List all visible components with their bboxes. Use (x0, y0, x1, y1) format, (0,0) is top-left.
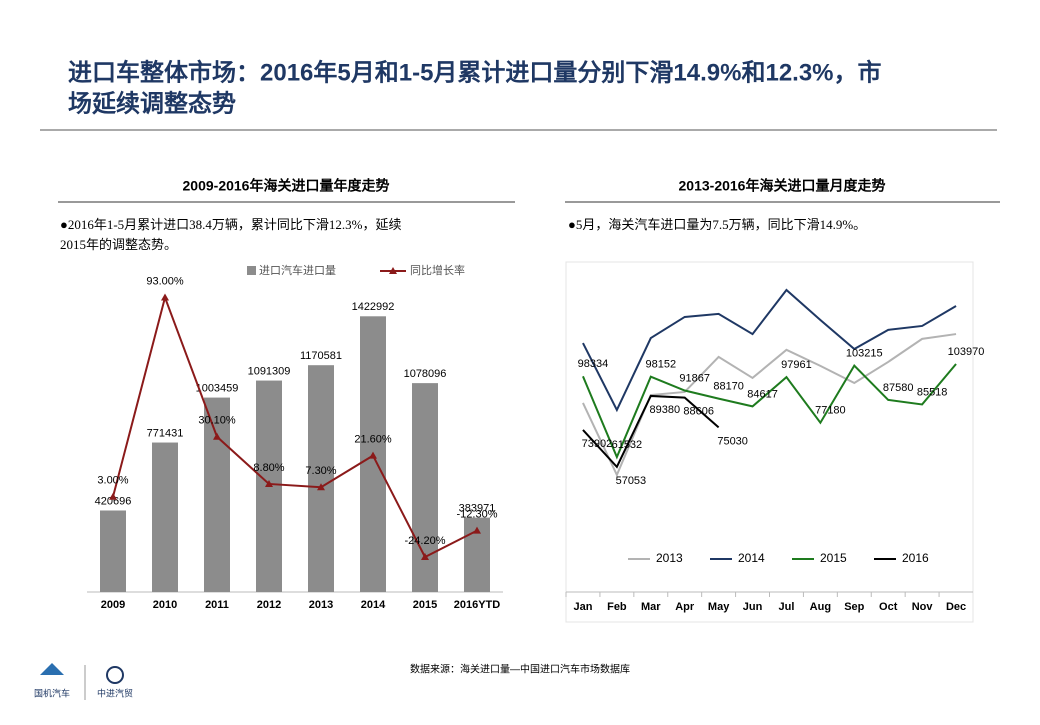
data-label: 1078096 (404, 368, 447, 380)
line-marker (109, 492, 117, 500)
data-label: 77180 (815, 405, 846, 417)
x-tick-label: May (708, 601, 730, 613)
bar (412, 383, 438, 592)
x-tick-label: Aug (810, 601, 831, 613)
data-label: 88606 (683, 406, 714, 418)
data-label: 8.80% (253, 462, 284, 474)
x-tick-label: Jul (779, 601, 795, 613)
chart-frame (565, 261, 974, 623)
data-label: 383971 (459, 503, 496, 515)
logo-icon (106, 666, 124, 684)
bar (308, 365, 334, 592)
data-label: 73902 (582, 438, 613, 450)
legend-label: 同比增长率 (410, 263, 465, 277)
panel-title: 2009-2016年海关进口量年度走势 (183, 178, 390, 194)
logo: 国机汽车 (34, 687, 70, 698)
data-label: 97961 (781, 359, 812, 371)
data-label: 420696 (95, 495, 132, 507)
line (112, 294, 478, 559)
legend-label: 2014 (738, 551, 765, 565)
x-tick-label: Dec (946, 601, 966, 613)
data-label: 3.00% (97, 475, 128, 487)
x-tick-label: Jun (743, 601, 763, 613)
line (582, 288, 957, 413)
data-label: 57053 (616, 475, 647, 487)
data-label: 89380 (649, 404, 680, 416)
x-tick-label: Nov (912, 601, 934, 613)
data-label: 98334 (578, 358, 609, 370)
note: 2015年的调整态势。 (60, 237, 177, 252)
line-marker (473, 526, 481, 534)
line-marker (161, 293, 169, 301)
bar (100, 510, 126, 592)
note: ●5月，海关汽车进口量为7.5万辆，同比下滑14.9%。 (568, 217, 866, 232)
legend-label: 进口汽车进口量 (259, 263, 336, 277)
legend-label: 2016 (902, 551, 929, 565)
line-marker (421, 553, 429, 561)
logo-icon (40, 663, 64, 675)
data-label: 30.10% (198, 415, 236, 427)
x-tick-label: 2013 (309, 599, 333, 611)
bar (152, 442, 178, 592)
data-label: 1170581 (300, 350, 342, 362)
x-tick-label: Feb (607, 601, 627, 613)
data-label: 771431 (147, 427, 184, 439)
data-label: 84617 (747, 388, 778, 400)
x-tick-label: 2014 (361, 599, 386, 611)
x-tick-label: 2012 (257, 599, 281, 611)
note: ●2016年1-5月累计进口38.4万辆，累计同比下滑12.3%，延续 (60, 217, 402, 232)
legend-swatch (247, 266, 256, 275)
x-tick-label: Jan (573, 601, 592, 613)
data-label: -12.30% (457, 509, 498, 521)
data-label: 91867 (679, 372, 710, 384)
line-marker (317, 483, 325, 491)
slide-title: 场延续调整态势 (68, 89, 236, 117)
data-label: 75030 (717, 435, 748, 447)
x-tick-label: Sep (844, 601, 864, 613)
legend-label: 2015 (820, 551, 847, 565)
panel-title: 2013-2016年海关进口量月度走势 (679, 178, 886, 194)
data-label: 85518 (917, 386, 948, 398)
data-label: 103215 (846, 348, 883, 360)
data-label: 1091309 (248, 365, 291, 377)
x-tick-label: 2010 (153, 599, 177, 611)
data-label: 103970 (948, 346, 985, 358)
x-tick-label: Mar (641, 601, 661, 613)
x-tick-label: Oct (879, 601, 898, 613)
x-tick-label: 2011 (205, 599, 229, 611)
x-tick-label: 2009 (101, 599, 125, 611)
data-label: 1003459 (196, 382, 239, 394)
legend-label: 2013 (656, 551, 683, 565)
x-tick-label: Apr (675, 601, 695, 613)
bar (204, 397, 230, 592)
line-marker (369, 451, 377, 459)
legend-marker (389, 267, 397, 274)
logo: 中进汽贸 (97, 687, 133, 698)
data-label: 98152 (645, 359, 676, 371)
slide-title: 进口车整体市场：2016年5月和1-5月累计进口量分别下滑14.9%和12.3%… (68, 58, 882, 86)
x-tick-label: 2016YTD (454, 599, 501, 611)
data-label: 7.30% (305, 465, 336, 477)
line (582, 363, 957, 460)
data-label: 1422992 (352, 301, 395, 313)
data-label: 93.00% (146, 275, 184, 287)
x-tick-label: 2015 (413, 599, 437, 611)
data-label: 21.60% (354, 434, 392, 446)
source: 数据来源：海关进口量—中国进口汽车市场数据库 (410, 663, 630, 676)
line-marker (265, 479, 273, 487)
line (582, 394, 720, 469)
data-label: 87580 (883, 382, 914, 394)
data-label: -24.20% (405, 535, 446, 547)
line-marker (213, 432, 221, 440)
data-label: 88170 (713, 381, 744, 393)
